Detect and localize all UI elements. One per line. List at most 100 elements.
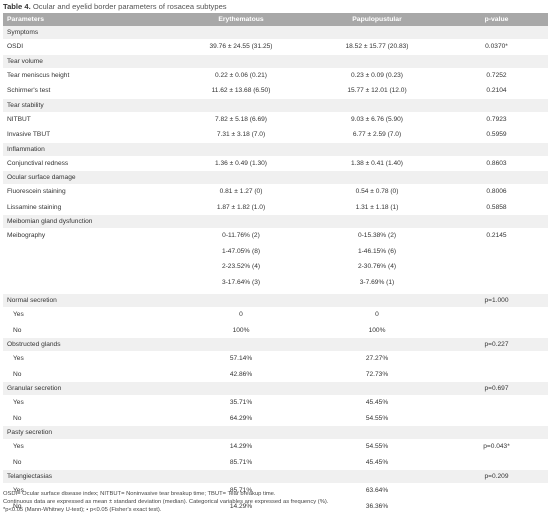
p-value-cell: [445, 498, 548, 514]
table-row: No 64.29% 54.55%: [3, 410, 548, 426]
parameter-cell: Yes: [3, 483, 173, 499]
table-footnotes: OSDI= Ocular surface disease index; NITB…: [3, 490, 328, 514]
papulopustular-cell: 54.55%: [309, 410, 445, 426]
section-row: Telangiectasias p=0.209: [3, 470, 548, 483]
papulopustular-cell: [309, 470, 445, 483]
caption-label: Table 4.: [3, 2, 31, 11]
table-row: 2-23.52% (4) 2-30.76% (4): [3, 259, 548, 275]
erythematous-cell: [173, 294, 309, 307]
parameter-cell: Conjunctival redness: [3, 155, 173, 171]
erythematous-cell: 14.29%: [173, 439, 309, 455]
table-row: Invasive TBUT 7.31 ± 3.18 (7.0) 6.77 ± 2.5…: [3, 127, 548, 143]
papulopustular-cell: 18.52 ± 15.77 (20.83): [309, 39, 445, 55]
erythematous-cell: [173, 338, 309, 351]
erythematous-cell: 42.86%: [173, 366, 309, 382]
table-row: OSDI 39.76 ± 24.55 (31.25) 18.52 ± 15.77 (…: [3, 39, 548, 55]
p-value-cell: 0.2145: [445, 228, 548, 244]
p-value-cell: 0.7923: [445, 111, 548, 127]
parameter-cell: Tear meniscus height: [3, 67, 173, 83]
papulopustular-cell: 9.03 ± 6.76 (5.90): [309, 111, 445, 127]
p-value-cell: 0.8603: [445, 155, 548, 171]
papulopustular-cell: 63.64%: [309, 483, 445, 499]
table-caption: Table 4. Ocular and eyelid border parame…: [3, 2, 227, 11]
table-header-row: Parameters Erythematous Papulopustular p…: [3, 13, 548, 26]
p-value-cell: [445, 98, 548, 112]
parameter-cell: [3, 243, 173, 259]
parameter-cell: Meibography: [3, 228, 173, 244]
papulopustular-cell: [309, 290, 445, 294]
erythematous-cell: 7.82 ± 5.18 (6.69): [173, 111, 309, 127]
parameter-cell: Yes: [3, 351, 173, 367]
rosacea-parameters-table: Parameters Erythematous Papulopustular p…: [3, 13, 548, 514]
erythematous-cell: 0-11.76% (2): [173, 228, 309, 244]
parameter-cell: No: [3, 366, 173, 382]
papulopustular-cell: [309, 215, 445, 228]
papulopustular-cell: 100%: [309, 322, 445, 338]
papulopustular-cell: 6.77 ± 2.59 (7.0): [309, 127, 445, 143]
table-row: NITBUT 7.82 ± 5.18 (6.69) 9.03 ± 6.76 (5.9…: [3, 111, 548, 127]
erythematous-cell: 64.29%: [173, 410, 309, 426]
header-parameters: Parameters: [3, 13, 173, 26]
parameter-cell: Granular secretion: [3, 382, 173, 395]
section-row: Normal secretion p=1.000: [3, 294, 548, 307]
erythematous-cell: 85.71%: [173, 483, 309, 499]
p-value-cell: [445, 410, 548, 426]
papulopustular-cell: [309, 294, 445, 307]
erythematous-cell: 0: [173, 307, 309, 323]
papulopustular-cell: 1.31 ± 1.18 (1): [309, 199, 445, 215]
caption-text: Ocular and eyelid border parameters of r…: [32, 2, 227, 11]
p-value-cell: [445, 290, 548, 294]
section-row: Tear stability: [3, 98, 548, 112]
parameter-cell: NITBUT: [3, 111, 173, 127]
p-value-cell: 0.5858: [445, 199, 548, 215]
p-value-cell: [445, 142, 548, 156]
p-value-cell: [445, 307, 548, 323]
papulopustular-cell: 0-15.38% (2): [309, 228, 445, 244]
papulopustular-cell: [309, 171, 445, 184]
erythematous-cell: [173, 290, 309, 294]
section-row: Tear volume: [3, 54, 548, 68]
p-value-cell: p=1.000: [445, 294, 548, 307]
p-value-cell: [445, 366, 548, 382]
parameter-cell: Normal secretion: [3, 294, 173, 307]
p-value-cell: 0.5959: [445, 127, 548, 143]
erythematous-cell: 57.14%: [173, 351, 309, 367]
parameter-cell: No: [3, 410, 173, 426]
table-row: Fluorescein staining 0.81 ± 1.27 (0) 0.54 …: [3, 184, 548, 200]
erythematous-cell: 1-47.05% (8): [173, 243, 309, 259]
parameter-cell: Inflammation: [3, 142, 173, 156]
papulopustular-cell: [309, 338, 445, 351]
erythematous-cell: 7.31 ± 3.18 (7.0): [173, 127, 309, 143]
table-row: Yes 0 0: [3, 307, 548, 323]
erythematous-cell: 3-17.64% (3): [173, 274, 309, 290]
erythematous-cell: 100%: [173, 322, 309, 338]
parameter-cell: Symptoms: [3, 26, 173, 39]
table-row: No 42.86% 72.73%: [3, 366, 548, 382]
erythematous-cell: [173, 142, 309, 156]
parameter-cell: No: [3, 498, 173, 514]
p-value-cell: p=0.209: [445, 470, 548, 483]
parameter-cell: Obstructed glands: [3, 338, 173, 351]
table-row: Schirmer's test 11.62 ± 13.68 (6.50) 15.77…: [3, 83, 548, 99]
header-p-value: p-value: [445, 13, 548, 26]
parameter-cell: No: [3, 454, 173, 470]
erythematous-cell: [173, 54, 309, 68]
erythematous-cell: [173, 426, 309, 439]
table-row: 3-17.64% (3) 3-7.69% (1): [3, 274, 548, 290]
p-value-cell: [445, 395, 548, 411]
parameter-cell: [3, 274, 173, 290]
parameter-cell: Fluorescein staining: [3, 184, 173, 200]
table-row: Tear meniscus height 0.22 ± 0.06 (0.21) 0.…: [3, 67, 548, 83]
parameter-cell: [3, 290, 173, 294]
p-value-cell: 0.7252: [445, 67, 548, 83]
table-row: No 85.71% 45.45%: [3, 454, 548, 470]
p-value-cell: [445, 243, 548, 259]
erythematous-cell: 1.36 ± 0.49 (1.30): [173, 155, 309, 171]
papulopustular-cell: [309, 142, 445, 156]
table-row: Yes 85.71% 63.64%: [3, 483, 548, 499]
p-value-cell: 0.8006: [445, 184, 548, 200]
parameter-cell: Tear volume: [3, 54, 173, 68]
erythematous-cell: 0.22 ± 0.06 (0.21): [173, 67, 309, 83]
erythematous-cell: 2-23.52% (4): [173, 259, 309, 275]
